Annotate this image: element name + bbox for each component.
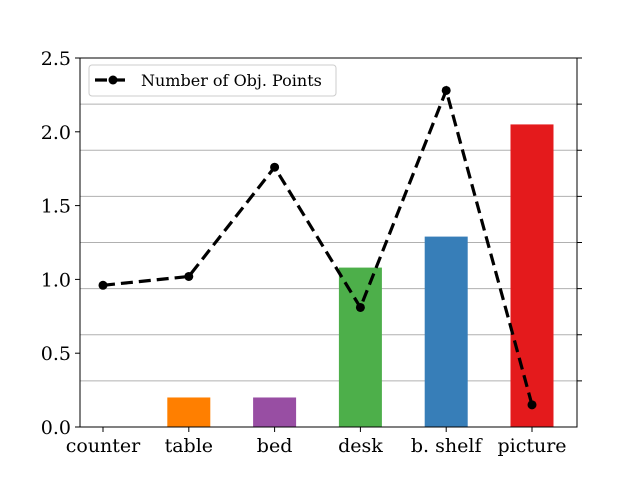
- line-point: [270, 162, 280, 172]
- bars: [167, 124, 554, 428]
- y-ticks: 0.0 0.5 1.0 1.5 2.0 2.5: [41, 48, 80, 439]
- y-tick-label: 1.0: [41, 269, 71, 291]
- bar-bshelf: [424, 236, 468, 427]
- series-line: [102, 85, 534, 406]
- grid-lines: [80, 57, 577, 382]
- line-point: [98, 280, 108, 290]
- plot-frame: [79, 57, 578, 428]
- line-series: [98, 85, 537, 410]
- x-tick-label: table: [165, 435, 213, 457]
- y-tick-label: 0.0: [41, 417, 71, 439]
- legend-label: Number of Obj. Points: [141, 71, 322, 90]
- legend-marker: [108, 75, 118, 85]
- bar-bed: [253, 397, 297, 427]
- bar-table: [167, 397, 211, 427]
- y-tick-label: 2.0: [41, 122, 71, 144]
- line-point: [527, 400, 537, 410]
- x-tick-label: picture: [497, 435, 566, 457]
- line-point: [441, 85, 451, 95]
- x-ticks: counter table bed desk b. shelf picture: [66, 427, 567, 457]
- x-tick-label: counter: [66, 435, 141, 457]
- x-tick-label: b. shelf: [411, 435, 484, 457]
- x-tick-label: desk: [338, 435, 383, 457]
- line-point: [184, 271, 194, 281]
- bar-picture: [510, 124, 554, 428]
- axes: [79, 57, 582, 428]
- y-tick-label: 0.5: [41, 343, 71, 365]
- bar-desk: [338, 267, 382, 427]
- y-tick-label: 1.5: [41, 196, 71, 218]
- legend-box: [88, 64, 337, 97]
- legend: Number of Obj. Points: [88, 64, 337, 97]
- line-point: [355, 302, 365, 312]
- y-tick-label: 2.5: [41, 48, 71, 70]
- x-tick-label: bed: [257, 435, 293, 457]
